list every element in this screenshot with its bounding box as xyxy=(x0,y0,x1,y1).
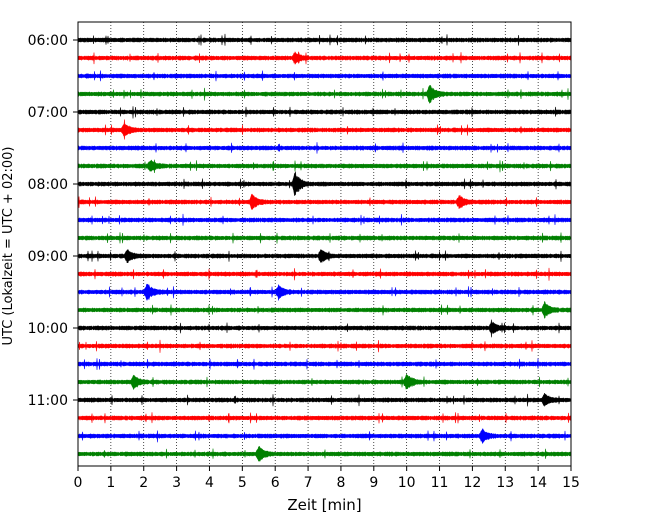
x-tick-label: 5 xyxy=(238,475,247,491)
x-tick-label: 7 xyxy=(304,475,313,491)
x-tick-label: 15 xyxy=(562,475,580,491)
y-tick-label: 11:00 xyxy=(28,393,68,409)
x-tick-label: 3 xyxy=(172,475,181,491)
x-tick-label: 9 xyxy=(369,475,378,491)
y-tick-label: 09:00 xyxy=(28,249,68,265)
x-tick-label: 13 xyxy=(496,475,514,491)
x-tick-label: 14 xyxy=(529,475,547,491)
x-tick-label: 1 xyxy=(106,475,115,491)
y-axis-ticks: 06:00 07:00 08:00 09:00 10:00 11:00 xyxy=(28,33,78,409)
x-tick-label: 11 xyxy=(431,475,449,491)
y-axis-title: UTC (Lokalzeit = UTC + 02:00) xyxy=(1,147,16,346)
y-tick-label: 07:00 xyxy=(28,105,68,121)
x-axis-ticks: 0 1 2 3 4 5 6 7 8 9 10 11 12 13 14 15 xyxy=(74,466,580,491)
y-tick-label: 06:00 xyxy=(28,33,68,49)
x-tick-label: 2 xyxy=(139,475,148,491)
x-tick-label: 4 xyxy=(205,475,214,491)
grid-lines xyxy=(110,22,539,466)
y-tick-label: 08:00 xyxy=(28,177,68,193)
plot-frame xyxy=(77,21,572,467)
x-tick-label: 8 xyxy=(336,475,345,491)
y-tick-label: 10:00 xyxy=(28,321,68,337)
x-tick-label: 0 xyxy=(74,475,83,491)
x-tick-label: 10 xyxy=(398,475,416,491)
x-tick-label: 12 xyxy=(463,475,481,491)
x-tick-label: 6 xyxy=(271,475,280,491)
x-axis-title: Zeit [min] xyxy=(287,496,361,514)
